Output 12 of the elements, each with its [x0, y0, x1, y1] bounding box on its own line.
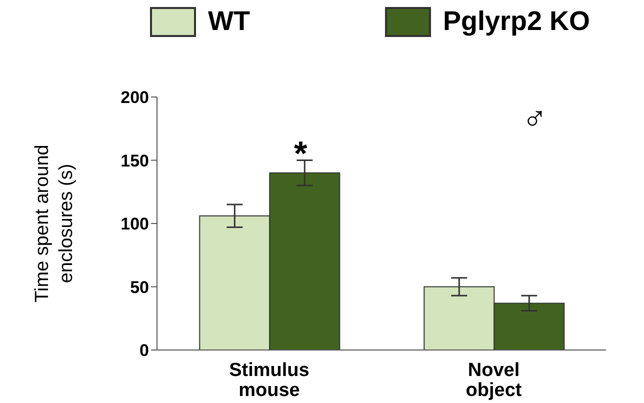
x-tick-label: Novel object: [466, 360, 522, 401]
y-tick-label: 200: [120, 88, 149, 108]
legend-label: Pglyrp2 KO: [443, 6, 590, 37]
annotation: *: [294, 135, 308, 173]
y-tick-label: 50: [130, 278, 149, 297]
y-tick-label: 150: [120, 151, 149, 170]
legend-label: WT: [208, 6, 250, 37]
y-axis-title: Time spent around enclosures (s): [32, 144, 77, 302]
x-tick-label: Stimulus mouse: [229, 360, 310, 401]
y-tick-label: 100: [120, 214, 149, 234]
annotation: ♂: [522, 100, 548, 138]
y-tick-label: 0: [140, 341, 149, 360]
